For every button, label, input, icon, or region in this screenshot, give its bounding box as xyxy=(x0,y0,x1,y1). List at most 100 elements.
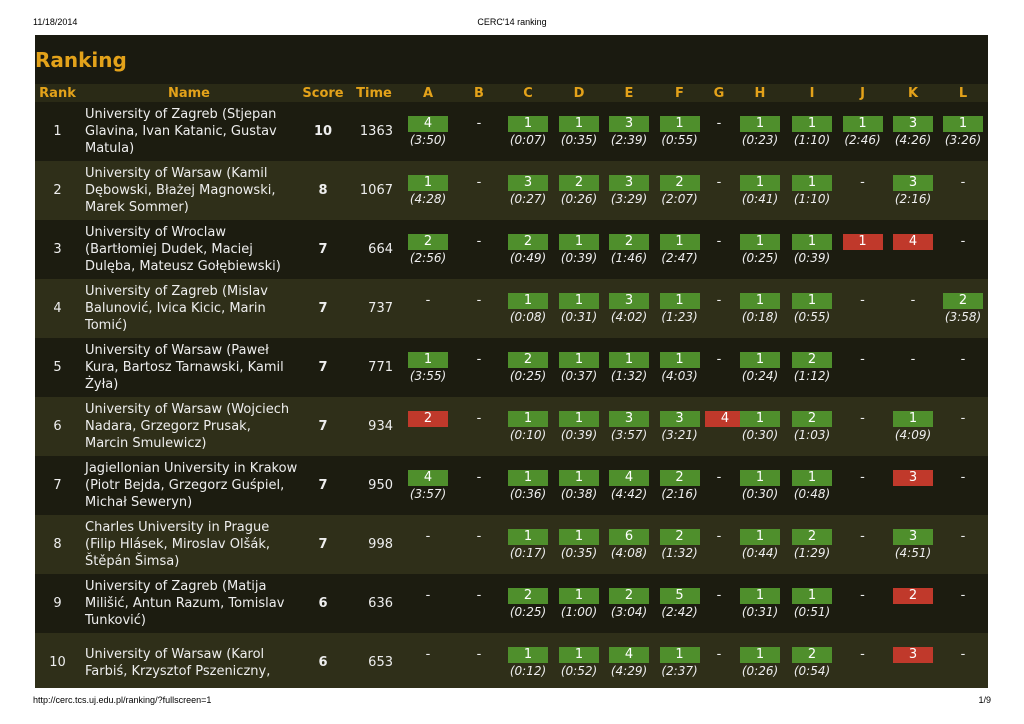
problem-cell: 1 (2:47) xyxy=(654,220,705,279)
solve-time: (0:25) xyxy=(741,250,779,265)
solve-time: (1:23) xyxy=(661,309,698,324)
ranking-table: Rank Name Score Time A B C D E F G H I J K L 1 Universit… xyxy=(35,84,988,688)
problem-cell: 2 (0:25) xyxy=(502,338,554,397)
column-header: B xyxy=(456,84,502,102)
solved-tries: 2 xyxy=(943,292,983,309)
problem-cell: - xyxy=(705,456,733,515)
problem-cell: - xyxy=(456,220,502,279)
column-header: Score xyxy=(298,84,348,102)
solved-tries: 1 xyxy=(508,115,548,132)
penalty-time: 1363 xyxy=(348,102,400,161)
spacer xyxy=(888,487,938,502)
solve-time: (0:23) xyxy=(741,132,779,147)
problem-cell: 1 (0:25) xyxy=(733,220,787,279)
problem-cell: - xyxy=(837,633,888,688)
solved-tries: 1 xyxy=(559,351,599,368)
problem-cell: 1 (0:12) xyxy=(502,633,554,688)
print-title: CERC'14 ranking xyxy=(477,17,547,27)
solved-tries: 1 xyxy=(559,587,599,604)
solved-tries: 1 xyxy=(408,174,448,191)
problem-cell: - xyxy=(837,279,888,338)
problem-cell: 2 (3:04) xyxy=(604,574,654,633)
no-attempt: - xyxy=(716,292,722,308)
solve-time: (1:29) xyxy=(793,545,831,560)
spacer xyxy=(888,664,938,679)
solved-tries: 2 xyxy=(792,410,832,427)
score: 8 xyxy=(298,161,348,220)
solved-tries: 1 xyxy=(740,410,780,427)
column-header: A xyxy=(400,84,456,102)
solve-time: (4:29) xyxy=(610,663,648,678)
problem-cell: - xyxy=(400,633,456,688)
solve-time: (0:07) xyxy=(509,132,547,147)
problem-cell: 1 (0:38) xyxy=(554,456,604,515)
problem-cell: 6 (4:08) xyxy=(604,515,654,574)
problem-cell: 1 (1:23) xyxy=(654,279,705,338)
solved-tries: 3 xyxy=(659,410,700,427)
solve-time: (4:51) xyxy=(894,545,932,560)
solved-tries: 2 xyxy=(609,587,649,604)
solved-tries: 4 xyxy=(408,115,448,132)
problem-cell: 1 (2:37) xyxy=(654,633,705,688)
failed-tries: 2 xyxy=(408,410,448,427)
solve-time: (2:56) xyxy=(409,250,447,265)
solve-time: (3:04) xyxy=(610,604,648,619)
team-name: University of Warsaw (Karol Farbiś, Krzy… xyxy=(80,633,298,688)
solve-time: (0:31) xyxy=(560,309,598,324)
problem-cell: - xyxy=(938,397,988,456)
solve-time: (2:07) xyxy=(661,191,698,206)
solved-tries: 2 xyxy=(659,528,700,545)
problem-cell: 1 (0:08) xyxy=(502,279,554,338)
problem-cell: 3 xyxy=(888,456,938,515)
problem-cell: 1 (0:52) xyxy=(554,633,604,688)
no-attempt: - xyxy=(476,528,482,544)
rank: 5 xyxy=(35,338,80,397)
no-attempt: - xyxy=(860,410,865,426)
team-name: University of Zagreb (Matija Milišić, An… xyxy=(80,574,298,633)
problem-cell: 1 (0:37) xyxy=(554,338,604,397)
problem-cell: - xyxy=(837,338,888,397)
solved-tries: 1 xyxy=(792,233,832,250)
failed-tries: 4 xyxy=(893,233,933,250)
problem-cell: 1 (0:41) xyxy=(733,161,787,220)
problem-cell: 1 (0:23) xyxy=(733,102,787,161)
page-number: 1/9 xyxy=(978,695,991,705)
problem-cell: - xyxy=(400,574,456,633)
solve-time: (0:48) xyxy=(793,486,831,501)
problem-cell: 5 (2:42) xyxy=(654,574,705,633)
no-attempt: - xyxy=(960,469,966,485)
team-row: 7 Jagiellonian University in Krakow (Piot… xyxy=(35,456,988,515)
solve-time: (2:39) xyxy=(610,132,648,147)
problem-cell: 3 xyxy=(888,633,938,688)
problem-cell: 1 (0:07) xyxy=(502,102,554,161)
solve-time: (0:35) xyxy=(560,545,598,560)
print-date: 11/18/2014 xyxy=(33,17,78,27)
solved-tries: 1 xyxy=(559,469,599,486)
solved-tries: 1 xyxy=(842,115,883,132)
team-row: 1 University of Zagreb (Stjepan Glavina, … xyxy=(35,102,988,161)
header-row: Rank Name Score Time A B C D E F G H I J K L xyxy=(35,84,988,102)
solved-tries: 1 xyxy=(559,292,599,309)
solved-tries: 1 xyxy=(740,174,780,191)
solve-time: (0:17) xyxy=(509,545,547,560)
problem-cell: - xyxy=(837,161,888,220)
solved-tries: 2 xyxy=(508,233,548,250)
team-name: University of Zagreb (Stjepan Glavina, I… xyxy=(80,102,298,161)
solve-time: (0:41) xyxy=(741,191,779,206)
solved-tries: 2 xyxy=(408,233,448,250)
penalty-time: 636 xyxy=(348,574,400,633)
team-row: 10 University of Warsaw (Karol Farbiś, Kr… xyxy=(35,633,988,688)
no-attempt: - xyxy=(425,646,431,662)
team-row: 9 University of Zagreb (Matija Milišić, A… xyxy=(35,574,988,633)
solved-tries: 1 xyxy=(508,469,548,486)
team-row: 6 University of Warsaw (Wojciech Nadara, … xyxy=(35,397,988,456)
solve-time: (0:39) xyxy=(793,250,831,265)
problem-cell: 1 (0:17) xyxy=(502,515,554,574)
column-header: C xyxy=(502,84,554,102)
problem-cell: 1 (0:48) xyxy=(787,456,837,515)
score: 6 xyxy=(298,633,348,688)
solved-tries: 1 xyxy=(559,410,599,427)
problem-cell: - xyxy=(888,338,938,397)
problem-cell: 2 (2:56) xyxy=(400,220,456,279)
solved-tries: 1 xyxy=(740,292,780,309)
